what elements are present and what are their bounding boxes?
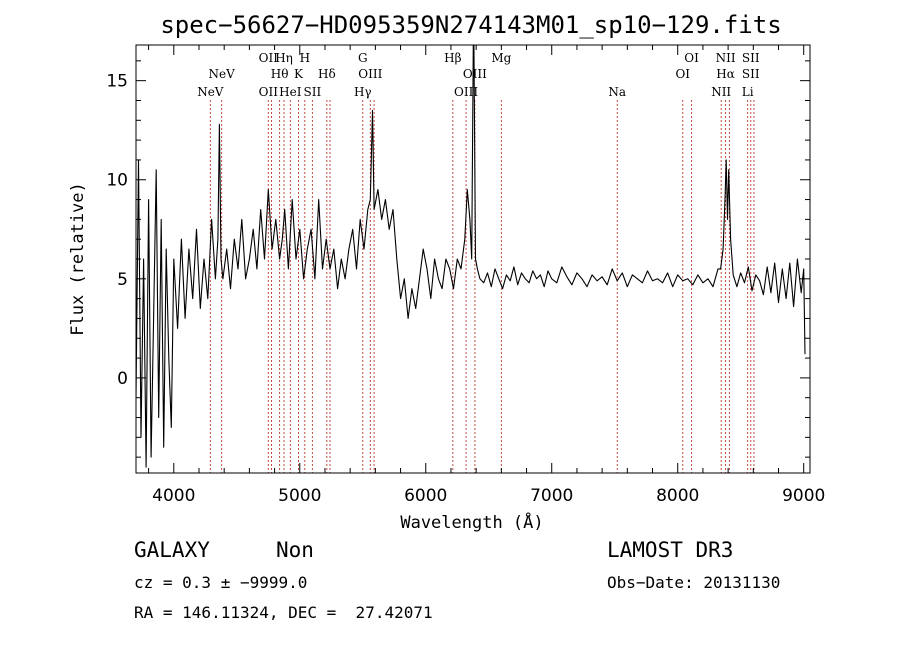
spectrum-line	[136, 45, 806, 468]
line-label: Hδ	[318, 67, 336, 81]
x-tick-label: 5000	[278, 486, 321, 506]
line-label: Hβ	[444, 51, 461, 65]
line-label: Li	[742, 85, 754, 99]
line-label: OIII	[463, 67, 487, 81]
line-label: Na	[608, 85, 626, 99]
x-axis-label: Wavelength (Å)	[400, 511, 543, 533]
line-label: Mg	[491, 51, 511, 65]
obs-date: Obs−Date: 20131130	[607, 573, 781, 592]
redshift-readout: cz = 0.3 ± −9999.0	[134, 573, 308, 592]
line-label: OI	[675, 67, 690, 81]
line-label: OIII	[358, 67, 382, 81]
line-label: NeV	[197, 85, 224, 99]
line-label: G	[358, 51, 368, 65]
line-label: OII	[259, 85, 279, 99]
y-tick-label: 10	[106, 171, 128, 191]
line-label: SII	[742, 51, 760, 65]
x-axis-ticks: 4000 5000 6000 7000 8000 9000	[148, 45, 825, 506]
line-label: K	[294, 67, 304, 81]
line-label: Hα	[716, 67, 735, 81]
object-class: GALAXY	[134, 538, 210, 562]
line-label: OIII	[454, 85, 478, 99]
survey-label: LAMOST DR3	[607, 538, 734, 562]
line-label: OII	[259, 51, 279, 65]
chart-title: spec−56627−HD095359N274143M01_sp10−129.f…	[160, 11, 781, 39]
y-tick-label: 5	[117, 270, 128, 290]
line-label: H	[300, 51, 310, 65]
x-tick-label: 4000	[152, 486, 195, 506]
line-label: HeI	[279, 85, 302, 99]
line-label: SII	[742, 67, 760, 81]
x-tick-label: 9000	[782, 486, 825, 506]
line-label: Hθ	[271, 67, 289, 81]
x-tick-label: 8000	[656, 486, 699, 506]
y-tick-label: 15	[106, 72, 128, 92]
y-axis-ticks: 0 5 10 15	[106, 60, 810, 458]
coordinates-readout: RA = 146.11324, DEC = 27.42071	[134, 603, 433, 622]
y-tick-label: 0	[117, 369, 128, 389]
line-label: Hη	[275, 51, 293, 65]
spectrum-series	[136, 45, 806, 468]
y-axis-label: Flux (relative)	[68, 182, 88, 336]
line-label: NII	[716, 51, 736, 65]
object-subclass: Non	[276, 538, 314, 562]
x-tick-label: 6000	[404, 486, 447, 506]
line-label: NII	[711, 85, 731, 99]
line-label: SII	[304, 85, 322, 99]
x-tick-label: 7000	[530, 486, 573, 506]
line-label: Hγ	[354, 85, 372, 99]
emission-line-markers: NeVNeVOIIOIIHθHηHeIKHSIIHδGHγOIIIHβOIIIO…	[197, 51, 760, 473]
line-label: NeV	[209, 67, 236, 81]
line-label: OI	[684, 51, 699, 65]
